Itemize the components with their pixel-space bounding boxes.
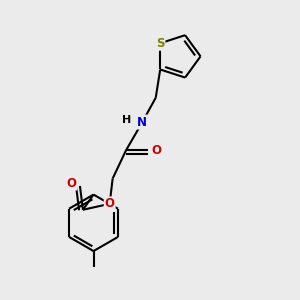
Text: O: O	[67, 176, 76, 190]
Text: N: N	[137, 116, 147, 129]
Text: O: O	[105, 197, 115, 210]
Text: O: O	[152, 144, 162, 157]
Text: H: H	[122, 115, 131, 125]
Text: S: S	[156, 37, 164, 50]
